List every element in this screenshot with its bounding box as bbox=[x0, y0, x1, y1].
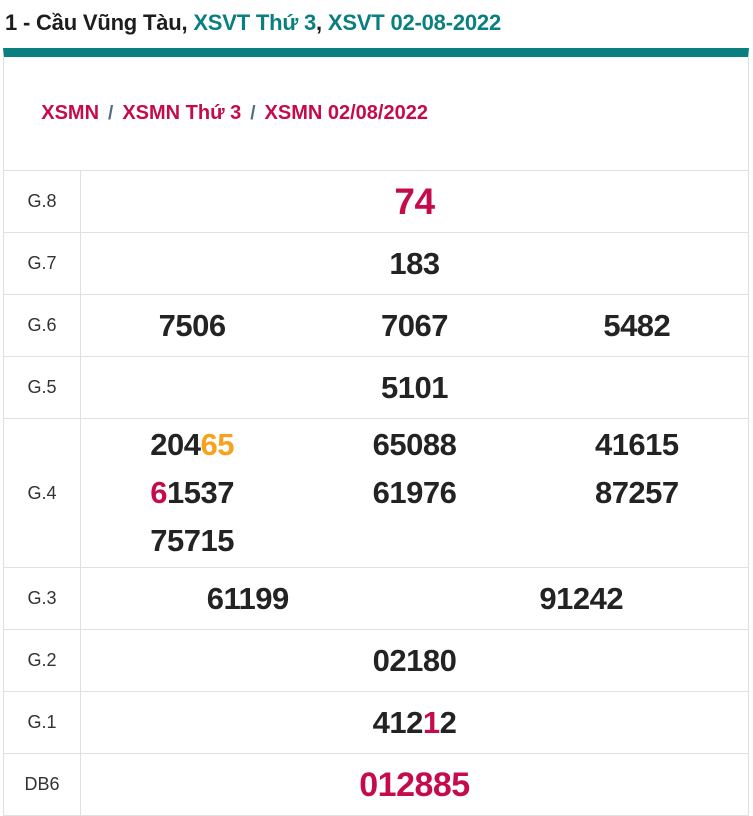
breadcrumb-separator: / bbox=[108, 103, 114, 124]
prize-row-g7: G.7 183 bbox=[4, 232, 748, 295]
prize-row-g4: G.4 20465 65088 41615 61537 61976 87257 75715 bbox=[4, 418, 748, 568]
digit-segment: 6 bbox=[150, 475, 168, 511]
prize-label: G.7 bbox=[4, 233, 81, 295]
prize-label: G.1 bbox=[4, 692, 81, 754]
prize-value: 41615 bbox=[595, 421, 679, 469]
prize-value: 02180 bbox=[373, 637, 457, 685]
digit-segment: 412 bbox=[372, 704, 424, 740]
digit-segment: 2 bbox=[439, 704, 457, 740]
digit-segment: 61199 bbox=[206, 580, 290, 616]
title-text: 1 - Cầu Vũng Tàu, bbox=[5, 10, 194, 35]
prize-row-g6: G.6 7506 7067 5482 bbox=[4, 294, 748, 357]
prize-values: 012885 bbox=[81, 754, 748, 815]
digit-segment: 204 bbox=[150, 427, 201, 463]
prize-row-g2: G.2 02180 bbox=[4, 629, 748, 692]
prize-values: 41212 bbox=[81, 692, 748, 753]
prize-values: 20465 65088 41615 61537 61976 87257 75715 bbox=[81, 419, 748, 567]
results-panel: XSMN / XSMN Thứ 3 / XSMN 02/08/2022 G.8 74 G.7… bbox=[3, 48, 749, 816]
prize-value: 61976 bbox=[373, 469, 457, 517]
prize-label: G.3 bbox=[4, 568, 81, 630]
prize-value: 5101 bbox=[381, 364, 448, 412]
digit-segment: 7067 bbox=[381, 307, 448, 343]
prize-row-g3: G.3 61199 91242 bbox=[4, 567, 748, 630]
prize-values: 02180 bbox=[81, 630, 748, 691]
digit-segment: 1 bbox=[422, 704, 440, 740]
prize-value: 65088 bbox=[373, 421, 457, 469]
title-weekday-link[interactable]: XSVT Thứ 3 bbox=[193, 10, 317, 35]
prize-value: 87257 bbox=[595, 469, 679, 517]
results-table: G.8 74 G.7 183 G.6 7506 7067 5482 G.5 5101 G.4 2046… bbox=[4, 170, 748, 816]
prize-value: 61537 bbox=[150, 469, 234, 517]
prize-label: G.2 bbox=[4, 630, 81, 692]
digit-segment: 5101 bbox=[381, 369, 448, 405]
digit-segment: 87257 bbox=[594, 475, 679, 511]
prize-row-db6: DB6 012885 bbox=[4, 753, 748, 816]
breadcrumb-separator: / bbox=[250, 103, 256, 124]
digit-segment: 7506 bbox=[158, 307, 226, 343]
prize-value: 183 bbox=[389, 240, 440, 288]
digit-segment: 02180 bbox=[372, 642, 457, 678]
digit-segment: 012885 bbox=[359, 765, 470, 804]
prize-value: 75715 bbox=[150, 517, 234, 565]
prize-value: 5482 bbox=[603, 302, 670, 350]
prize-values: 7506 7067 5482 bbox=[81, 295, 748, 356]
digit-segment: 75715 bbox=[150, 523, 235, 559]
prize-label: DB6 bbox=[4, 754, 81, 816]
digit-segment: 41615 bbox=[594, 427, 679, 463]
prize-value: 20465 bbox=[150, 421, 234, 469]
breadcrumb-item-date[interactable]: XSMN 02/08/2022 bbox=[264, 102, 428, 124]
prize-values: 61199 91242 bbox=[81, 568, 748, 629]
digit-segment: 65 bbox=[200, 427, 235, 463]
digit-segment: 74 bbox=[394, 181, 435, 222]
breadcrumb-item-xsmn[interactable]: XSMN bbox=[41, 102, 100, 124]
breadcrumb: XSMN / XSMN Thứ 3 / XSMN 02/08/2022 bbox=[4, 57, 748, 170]
prize-value: 74 bbox=[394, 173, 435, 230]
prize-row-g8: G.8 74 bbox=[4, 170, 748, 233]
prize-label: G.5 bbox=[4, 357, 81, 419]
prize-value: 91242 bbox=[539, 575, 623, 623]
prize-label: G.8 bbox=[4, 171, 81, 233]
title-date-link[interactable]: XSVT 02-08-2022 bbox=[327, 10, 501, 35]
prize-values: 5101 bbox=[81, 357, 748, 418]
prize-value: 7506 bbox=[159, 302, 226, 350]
digit-segment: 61976 bbox=[372, 475, 457, 511]
prize-values: 74 bbox=[81, 171, 748, 232]
digit-segment: 91242 bbox=[539, 580, 624, 616]
title-separator: , bbox=[316, 10, 328, 35]
prize-row-g1: G.1 41212 bbox=[4, 691, 748, 754]
prize-row-g5: G.5 5101 bbox=[4, 356, 748, 419]
breadcrumb-item-weekday[interactable]: XSMN Thứ 3 bbox=[122, 102, 242, 124]
digit-segment: 65088 bbox=[372, 427, 457, 463]
digit-segment: 183 bbox=[389, 245, 440, 281]
prize-value: 61199 bbox=[206, 575, 290, 623]
prize-label: G.4 bbox=[4, 419, 81, 568]
prize-value: 41212 bbox=[373, 699, 457, 747]
prize-values: 183 bbox=[81, 233, 748, 294]
prize-label: G.6 bbox=[4, 295, 81, 357]
prize-value: 7067 bbox=[381, 302, 448, 350]
digit-segment: 5482 bbox=[603, 307, 671, 343]
digit-segment: 1537 bbox=[167, 475, 235, 511]
prize-value: 012885 bbox=[359, 759, 470, 812]
page-title: 1 - Cầu Vũng Tàu, XSVT Thứ 3, XSVT 02-08… bbox=[0, 0, 753, 48]
